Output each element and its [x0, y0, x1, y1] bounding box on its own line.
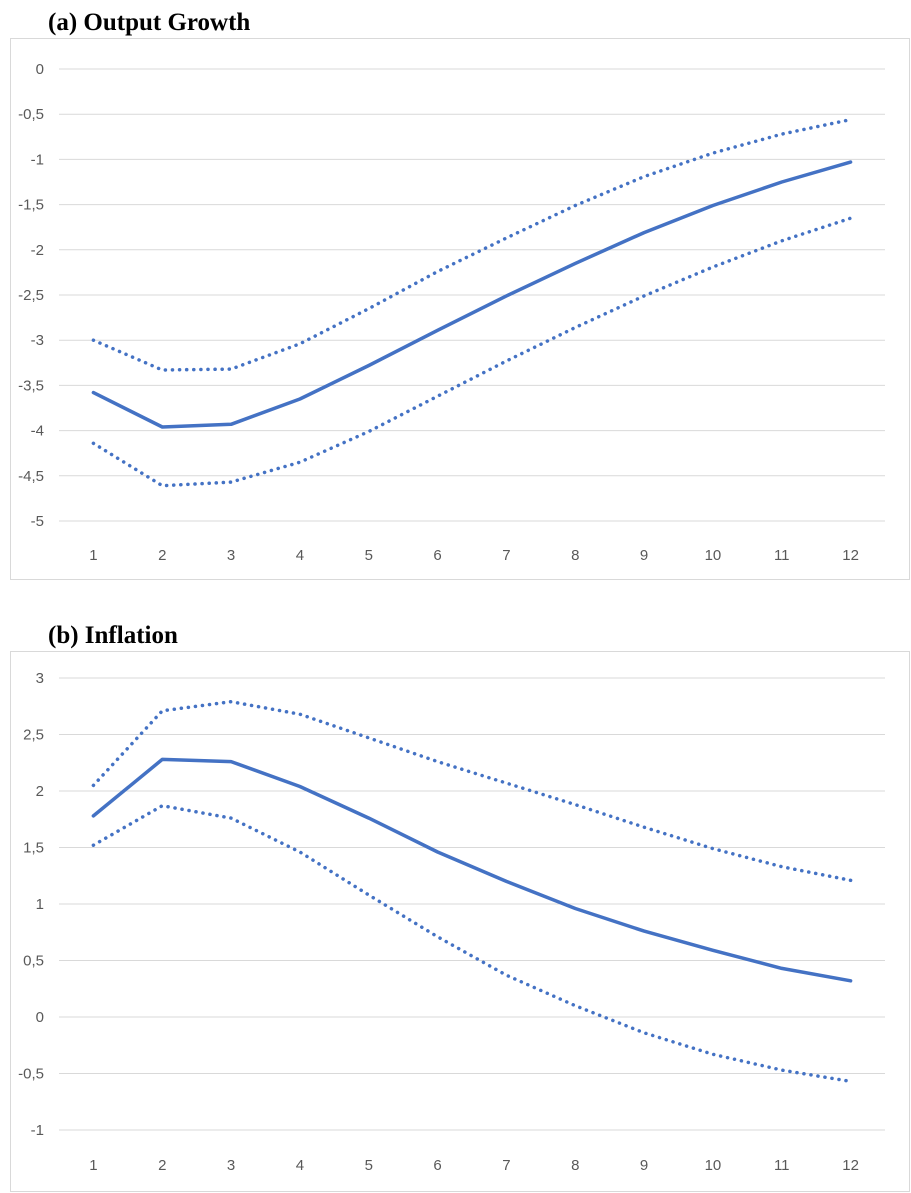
chart-a-svg: 0-0,5-1-1,5-2-2,5-3-3,5-4-4,5-51 2 3 4 5 6 7 8 9… [18, 61, 885, 564]
chart-b-x-tick-label: 6 [433, 1157, 441, 1174]
chart-b-bound-line-2 [91, 803, 853, 1084]
chart-a-y-tick-label: -1,5 [18, 197, 44, 214]
chart-a-y-tick-label: -1 [31, 151, 44, 168]
chart-a-x-tick-label: 11 [774, 547, 790, 564]
chart-b-x-tick-label: 10 [705, 1157, 722, 1174]
chart-b-x-tick-label: 12 [842, 1157, 859, 1174]
chart-a-x-tick-label: 7 [502, 547, 510, 564]
chart-b-x-tick-label: 9 [640, 1157, 648, 1174]
chart-b-y-tick-label: 0,5 [23, 953, 44, 970]
chart-a-bound-line-1 [91, 117, 853, 372]
chart-b-x-tick-label: 11 [774, 1157, 790, 1174]
chart-a-y-tick-label: -5 [31, 513, 44, 530]
chart-a-x-tick-label: 10 [705, 547, 722, 564]
chart-b-area: 3 2,5 2 1,5 1 0,5 0 -0,5 -1 1 2 3 4 5 6 7 8 9 10 11 12 [10, 651, 910, 1192]
chart-b-svg: 32,521,510,50-0,5-11 2 3 4 5 6 7 8 9 10 11 12 [18, 670, 885, 1174]
chart-a-x-tick-label: 8 [571, 547, 579, 564]
chart-a-bound-line-2 [91, 216, 853, 488]
chart-b-x-tick-label: 4 [296, 1157, 304, 1174]
chart-a-y-tick-label: 0 [36, 61, 44, 78]
chart-a-y-tick-label: -2 [31, 242, 44, 259]
chart-a-title: (a) Output Growth [48, 9, 251, 36]
chart-b-y-tick-label: -0,5 [18, 1066, 44, 1083]
chart-b-y-tick-label: 1 [36, 896, 44, 913]
chart-b-title: (b) Inflation [48, 622, 178, 649]
chart-a-y-tick-label: -4 [31, 423, 44, 440]
chart-a-y-tick-label: -2,5 [18, 287, 44, 304]
chart-a-x-tick-label: 3 [227, 547, 235, 564]
chart-b-x-tick-label: 8 [571, 1157, 579, 1174]
chart-a-x-tick-label: 2 [158, 547, 166, 564]
chart-a-x-tick-label: 1 [89, 547, 97, 564]
chart-b-y-tick-label: 1,5 [23, 840, 44, 857]
chart-a-x-tick-label: 12 [842, 547, 859, 564]
chart-b-y-tick-label: -1 [31, 1122, 44, 1139]
chart-b-y-tick-label: 0 [36, 1009, 44, 1026]
chart-a-x-tick-label: 6 [433, 547, 441, 564]
chart-a-x-tick-label: 5 [365, 547, 373, 564]
chart-b-x-tick-label: 2 [158, 1157, 166, 1174]
chart-b-y-tick-label: 3 [36, 670, 44, 687]
chart-a-y-tick-label: -3 [31, 332, 44, 349]
chart-a-x-tick-label: 4 [296, 547, 304, 564]
chart-b-estimate-line [91, 757, 853, 983]
chart-b-x-tick-label: 1 [89, 1157, 97, 1174]
chart-a-y-tick-label: -3,5 [18, 377, 44, 394]
chart-a-y-tick-label: -0,5 [18, 106, 44, 123]
chart-a-x-tick-label: 9 [640, 547, 648, 564]
chart-b-x-tick-label: 3 [227, 1157, 235, 1174]
chart-b-y-tick-label: 2,5 [23, 727, 44, 744]
chart-a-estimate-line [91, 160, 853, 429]
chart-b-x-tick-label: 5 [365, 1157, 373, 1174]
chart-b-x-tick-label: 7 [502, 1157, 510, 1174]
chart-a-area: 0 -0,5 -1 -1,5 -2 -2,5 -3 -3,5 -4 -4,5 -5 1 2 3 4 5 6 7 8 9… [10, 38, 910, 580]
chart-a-y-tick-label: -4,5 [18, 468, 44, 485]
chart-b-bound-line-1 [91, 699, 853, 883]
chart-b-y-tick-label: 2 [36, 783, 44, 800]
